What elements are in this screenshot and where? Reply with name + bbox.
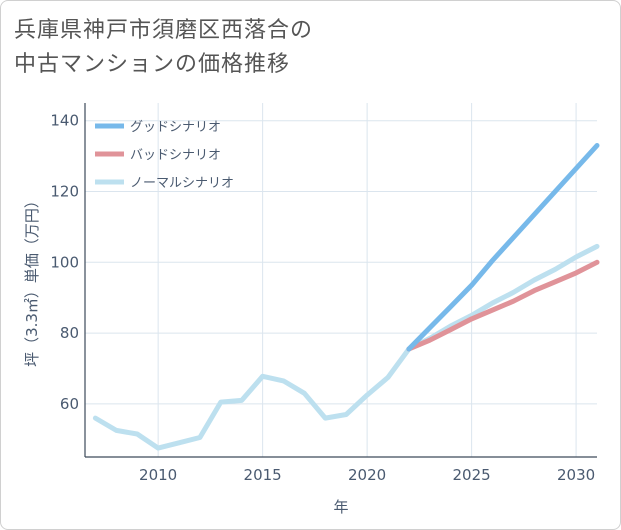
x-axis-title: 年 [333, 498, 348, 516]
y-tick-label: 100 [50, 253, 79, 271]
legend-label: ノーマルシナリオ [130, 176, 234, 191]
x-tick-label: 2010 [139, 466, 177, 484]
y-tick-label: 60 [60, 395, 79, 413]
series-line-0 [406, 143, 600, 352]
y-tick-label: 80 [60, 324, 79, 342]
y-axis-title: 坪（3.3㎡）単価（万円） [23, 193, 41, 367]
axes: 2010 2015 2020 2025 2030 60 80 100 120 140 [50, 103, 597, 484]
grid-lines [85, 103, 597, 457]
series-line-2 [92, 243, 600, 451]
y-tick-label: 140 [50, 112, 79, 130]
y-tick-label: 120 [50, 183, 79, 201]
series-lines [92, 143, 600, 451]
x-tick-label: 2030 [557, 466, 595, 484]
chart-title: 兵庫県神戸市須磨区西落合の 中古マンションの価格推移 [14, 14, 313, 82]
legend-label: グッドシナリオ [130, 120, 221, 135]
x-tick-label: 2020 [348, 466, 386, 484]
x-tick-label: 2015 [244, 466, 282, 484]
legend-label: バッドシナリオ [130, 148, 221, 163]
chart-title-line-1: 兵庫県神戸市須磨区西落合の [14, 18, 314, 43]
plot-area [85, 103, 597, 457]
series-line-1 [406, 259, 600, 352]
chart-title-line-2: 中古マンションの価格推移 [14, 52, 291, 77]
x-tick-label: 2025 [453, 466, 491, 484]
